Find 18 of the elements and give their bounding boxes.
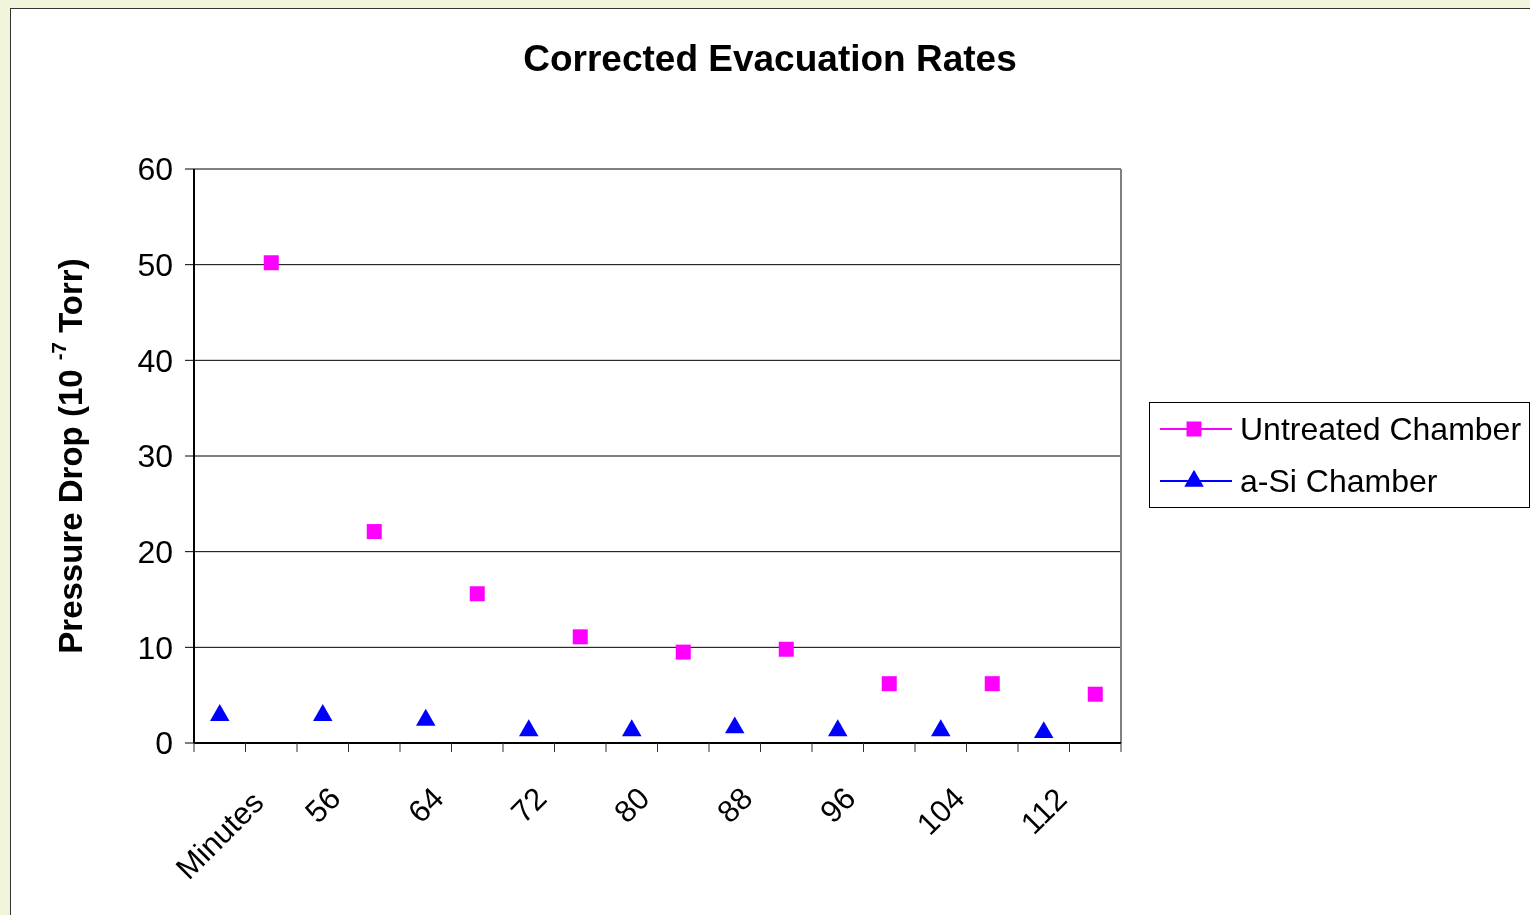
y-tick-label: 40 (137, 342, 173, 379)
legend-label: Untreated Chamber (1240, 410, 1522, 448)
x-tick-label: 88 (710, 780, 760, 830)
x-tick-label: 56 (298, 780, 348, 830)
y-tick-label: 60 (137, 151, 173, 188)
x-tick-label: 112 (1013, 781, 1074, 841)
y-tick-label: 30 (137, 438, 173, 475)
x-tick-label: 80 (607, 780, 657, 830)
y-tick-label: 10 (137, 629, 173, 666)
legend-label: a-Si Chamber (1240, 462, 1438, 500)
y-tick-label: 50 (137, 247, 173, 284)
chart-title: Corrected Evacuation Rates (522, 38, 1018, 80)
y-tick-label: 0 (155, 725, 173, 762)
y-tick-label: 20 (137, 534, 173, 571)
x-tick-label: 72 (504, 780, 554, 830)
x-tick-label: 96 (813, 780, 863, 830)
x-tick-label: 104 (910, 780, 972, 842)
x-tick-label: 64 (401, 780, 451, 830)
